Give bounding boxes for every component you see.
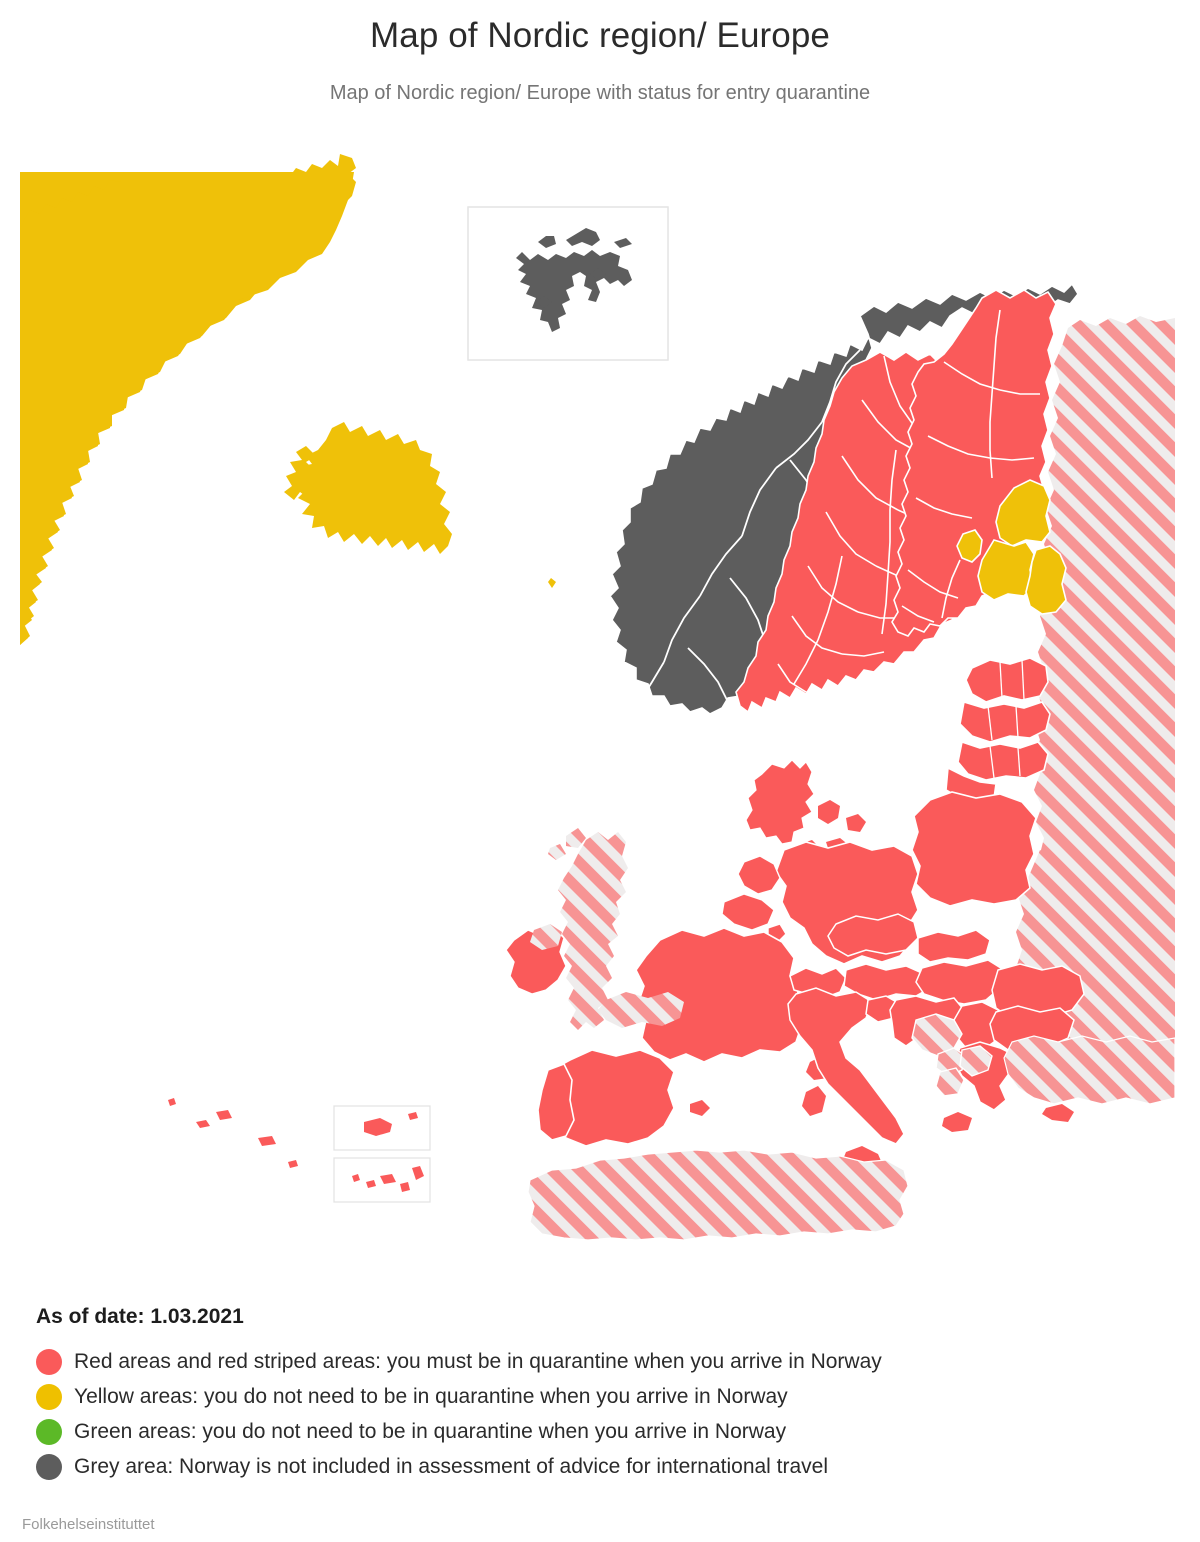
legend-label-red: Red areas and red striped areas: you mus… — [74, 1350, 882, 1373]
region-north-africa-striped[interactable] — [527, 1149, 909, 1241]
region-crete[interactable] — [942, 1112, 972, 1132]
legend-item-red: Red areas and red striped areas: you mus… — [36, 1347, 1176, 1377]
region-lithuania[interactable] — [957, 740, 1049, 781]
footer-credit: Folkehelseinstituttet — [22, 1516, 155, 1533]
region-baltics[interactable] — [945, 657, 1051, 803]
region-turkey-striped[interactable] — [1003, 1035, 1176, 1105]
region-faroe-islands[interactable] — [548, 578, 556, 588]
legend-date: As of date: 1.03.2021 — [36, 1305, 244, 1328]
region-portugal[interactable] — [537, 1062, 575, 1141]
region-alpine-central[interactable] — [789, 913, 1005, 1005]
finland-county-yellow-east[interactable] — [1025, 545, 1067, 615]
region-latvia[interactable] — [959, 700, 1051, 743]
region-albania[interactable] — [935, 1067, 965, 1097]
region-western-balkans-striped[interactable] — [911, 1013, 993, 1097]
region-iberia[interactable] — [537, 1049, 710, 1147]
yellow-circle-icon — [36, 1384, 62, 1410]
map-canvas[interactable] — [0, 150, 1200, 1270]
region-montenegro[interactable] — [935, 1047, 967, 1077]
svalbard-inset[interactable] — [467, 206, 669, 361]
region-slovakia[interactable] — [917, 929, 991, 963]
finland-county-borders — [901, 309, 1040, 633]
legend-label-green: Green areas: you do not need to be in qu… — [74, 1420, 787, 1443]
region-belgium[interactable] — [721, 893, 775, 931]
finland-county-yellow-north[interactable] — [995, 479, 1051, 547]
map-legend: As of date: 1.03.2021 Red areas and red … — [36, 1305, 1176, 1487]
europe-choropleth-map[interactable] — [0, 150, 1200, 1270]
region-iceland[interactable] — [284, 422, 452, 554]
madeira-inset[interactable] — [333, 1105, 431, 1151]
region-netherlands[interactable] — [737, 855, 781, 895]
region-azores[interactable] — [168, 1098, 298, 1168]
region-united-kingdom-striped[interactable] — [530, 828, 684, 1030]
region-north-macedonia[interactable] — [959, 1045, 993, 1077]
finland-county-yellow-west[interactable] — [956, 529, 983, 563]
canary-inset[interactable] — [333, 1157, 431, 1203]
legend-label-yellow: Yellow areas: you do not need to be in q… — [74, 1385, 788, 1408]
region-sardinia[interactable] — [802, 1086, 826, 1116]
finland-county-yellow-mid[interactable] — [977, 539, 1035, 601]
legend-item-green: Green areas: you do not need to be in qu… — [36, 1417, 1176, 1447]
region-northern-ireland[interactable] — [530, 924, 562, 950]
page-title: Map of Nordic region/ Europe — [370, 16, 830, 55]
baltic-subdivision-borders — [987, 659, 1025, 779]
legend-label-grey: Grey area: Norway is not included in ass… — [74, 1455, 829, 1478]
region-finland[interactable] — [891, 289, 1067, 637]
region-poland[interactable] — [911, 791, 1037, 907]
grey-circle-icon — [36, 1454, 62, 1480]
region-romania[interactable] — [991, 963, 1085, 1019]
legend-item-yellow: Yellow areas: you do not need to be in q… — [36, 1382, 1176, 1412]
canary-inset-box — [333, 1157, 431, 1203]
region-estonia[interactable] — [965, 657, 1049, 703]
region-balearics[interactable] — [690, 1100, 710, 1116]
region-czechia[interactable] — [827, 913, 919, 957]
region-cyprus[interactable] — [1042, 1104, 1074, 1122]
region-russia-striped[interactable] — [1032, 316, 1175, 890]
green-circle-icon — [36, 1419, 62, 1445]
legend-item-grey: Grey area: Norway is not included in ass… — [36, 1452, 1176, 1482]
red-circle-icon — [36, 1349, 62, 1375]
region-greenland[interactable] — [20, 154, 356, 645]
page-subtitle: Map of Nordic region/ Europe with status… — [329, 82, 871, 104]
